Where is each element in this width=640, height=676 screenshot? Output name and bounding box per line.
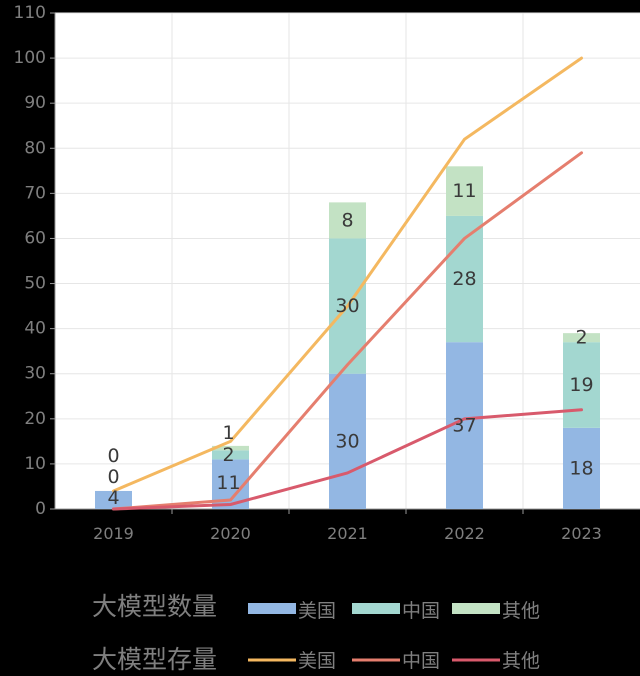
x-tick-label: 2021: [327, 524, 368, 543]
legend-swatch-bar: [452, 603, 500, 614]
bar-segment: [329, 202, 366, 239]
y-tick-label: 20: [24, 409, 46, 429]
data-label: 2: [575, 327, 587, 349]
data-label: 30: [335, 430, 359, 452]
data-label: 2: [222, 444, 234, 466]
data-label: 1: [222, 422, 234, 444]
x-axis: 2019 2020 2021 2022 2023: [55, 508, 640, 543]
y-tick-label: 110: [14, 3, 46, 23]
data-label: 28: [452, 268, 476, 290]
x-tick-label: 2019: [93, 524, 134, 543]
legend-label: 中国: [402, 650, 440, 672]
legend-label: 其他: [502, 650, 540, 672]
data-label: 0: [107, 466, 119, 488]
legend-label: 其他: [502, 600, 540, 622]
data-label: 8: [341, 209, 353, 231]
y-tick-label: 70: [24, 183, 46, 203]
bar-segment: [563, 427, 600, 509]
data-label: 0: [107, 445, 119, 467]
legend-label: 美国: [298, 600, 336, 622]
y-tick-label: 60: [24, 228, 46, 248]
data-label: 11: [216, 472, 240, 494]
bar-segment: [212, 445, 249, 451]
legend-swatch-bar: [248, 603, 296, 614]
data-label: 11: [452, 180, 476, 202]
legend-label: 中国: [402, 600, 440, 622]
x-tick-label: 2020: [210, 524, 251, 543]
x-tick-label: 2023: [561, 524, 602, 543]
bar-segment: [563, 342, 600, 428]
legend-bar-title: 大模型数量: [92, 592, 217, 621]
bar-segment: [212, 450, 249, 460]
line-series: [112, 56, 583, 511]
legend-line-title: 大模型存量: [92, 645, 217, 674]
data-label: 18: [569, 457, 593, 479]
data-label: 37: [452, 415, 476, 437]
y-tick-label: 40: [24, 319, 46, 339]
bar-segment: [563, 333, 600, 343]
line-series-path: [112, 151, 583, 511]
y-tick-label: 30: [24, 364, 46, 384]
y-tick-label: 80: [24, 138, 46, 158]
y-tick-label: 10: [24, 454, 46, 474]
bar-segment: [446, 166, 483, 216]
legend-label: 美国: [298, 650, 336, 672]
line-series-path: [112, 408, 583, 511]
y-tick-label: 100: [14, 48, 46, 68]
y-tick-label: 50: [24, 274, 46, 294]
data-label: 30: [335, 295, 359, 317]
y-axis: 0 10 20 30 40 50 60 70 80 90 100 110: [14, 3, 56, 519]
bar-segment: [95, 490, 132, 509]
data-label: 19: [569, 374, 593, 396]
y-tick-label: 90: [24, 93, 46, 113]
x-tick-label: 2022: [444, 524, 485, 543]
data-label: 4: [107, 487, 119, 509]
line-series-path: [112, 56, 583, 493]
bar-segment: [329, 373, 366, 509]
legend-swatch-bar: [352, 603, 400, 614]
y-tick-label: 0: [35, 499, 46, 519]
